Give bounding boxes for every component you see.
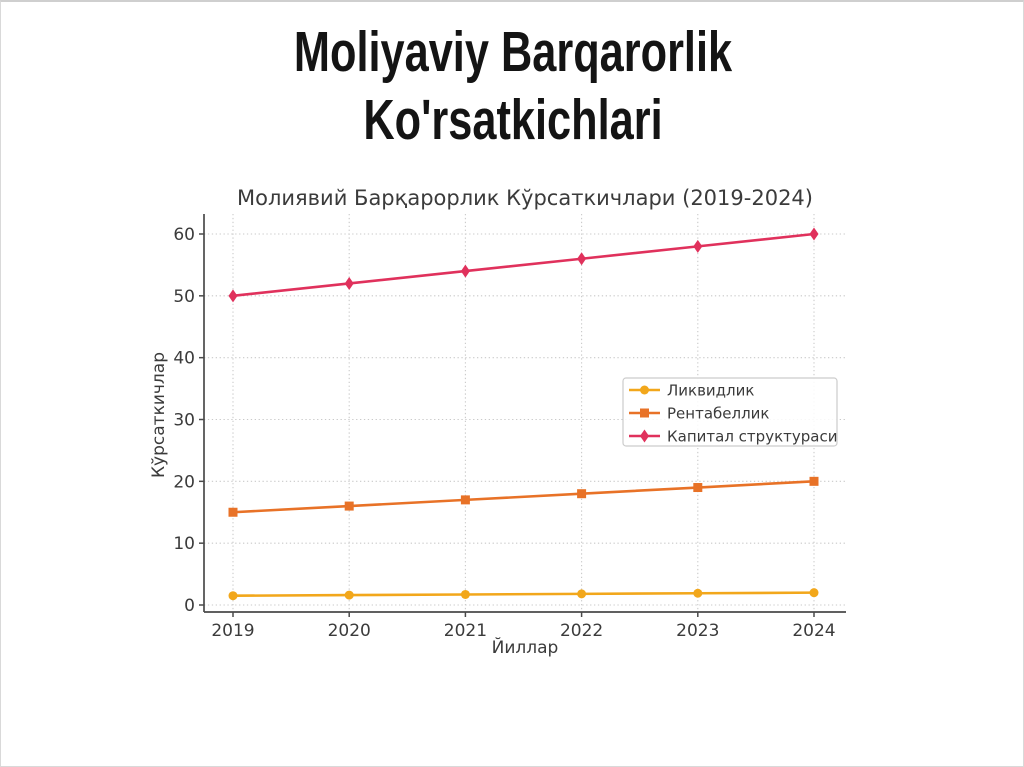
y-tick-label: 40 <box>173 349 195 369</box>
circle-marker <box>228 591 238 601</box>
diamond-marker <box>640 429 649 443</box>
y-tick-label: 60 <box>173 225 195 245</box>
square-marker <box>460 495 470 505</box>
legend-item: Капитал структураси <box>629 428 837 446</box>
legend-label: Ликвидлик <box>667 382 754 400</box>
x-tick-label: 2024 <box>792 621 835 641</box>
chart-legend: Ликвидлик Рентабеллик Капитал структураси <box>622 377 838 447</box>
chart-title: Молиявий Барқарорлик Кўрсаткичлари (2019… <box>237 186 813 210</box>
chart-svg: 2019 2020 2021 2022 2023 2024 0 10 20 30 40 50 60 Л… <box>149 186 846 658</box>
circle-marker <box>809 588 819 598</box>
y-tick-label: 50 <box>173 287 195 307</box>
x-tick-label: 2019 <box>211 621 254 641</box>
x-tick-label: 2020 <box>328 621 371 641</box>
x-tick-label: 2021 <box>444 621 487 641</box>
series-square <box>228 476 819 517</box>
series-line <box>232 480 815 514</box>
diamond-marker <box>460 264 470 278</box>
diamond-marker <box>344 276 354 290</box>
square-marker <box>809 476 819 486</box>
square-marker <box>344 501 354 511</box>
legend-label: Капитал структураси <box>667 428 837 446</box>
square-marker <box>228 507 238 517</box>
square-marker <box>577 489 587 499</box>
chart-x-axis-label: Йиллар <box>492 636 559 658</box>
circle-marker <box>577 589 587 599</box>
chart-tick-marks <box>199 233 815 617</box>
legend-item: Рентабеллик <box>629 405 769 423</box>
diamond-marker <box>693 239 703 253</box>
series-circle <box>228 588 819 601</box>
y-tick-label: 0 <box>184 596 195 616</box>
square-marker <box>640 408 649 418</box>
circle-marker <box>640 385 649 395</box>
chart-figure: 2019 2020 2021 2022 2023 2024 0 10 20 30 40 50 60 Л… <box>149 180 871 670</box>
chart-axes-spines <box>203 214 846 613</box>
circle-marker <box>693 588 703 598</box>
x-tick-label: 2022 <box>560 621 603 641</box>
chart-y-tick-labels: 0 10 20 30 40 50 60 <box>173 225 195 616</box>
chart-y-axis-label: Кўрсаткичлар <box>151 352 169 478</box>
slide-title-line1: Moliyaviy Barqarorlik <box>293 20 733 84</box>
diamond-marker <box>228 289 238 303</box>
x-tick-label: 2023 <box>676 621 719 641</box>
y-tick-label: 30 <box>173 411 195 431</box>
legend-label: Рентабеллик <box>667 405 769 423</box>
chart-series <box>228 227 819 601</box>
y-tick-label: 10 <box>173 534 195 554</box>
slide-title: Moliyaviy Barqarorlik Ko'rsatkichlari <box>124 18 902 155</box>
diamond-marker <box>577 252 587 266</box>
circle-marker <box>344 590 354 600</box>
square-marker <box>693 483 703 493</box>
series-line <box>232 232 815 298</box>
series-diamond <box>228 227 819 303</box>
chart-x-tick-labels: 2019 2020 2021 2022 2023 2024 <box>211 621 835 641</box>
legend-box <box>622 377 838 447</box>
y-tick-label: 20 <box>173 472 195 492</box>
series-line <box>232 591 815 598</box>
slide-title-line2: Ko'rsatkichlari <box>363 88 663 153</box>
diamond-marker <box>809 227 819 241</box>
legend-item: Ликвидлик <box>629 382 754 400</box>
circle-marker <box>460 589 470 599</box>
